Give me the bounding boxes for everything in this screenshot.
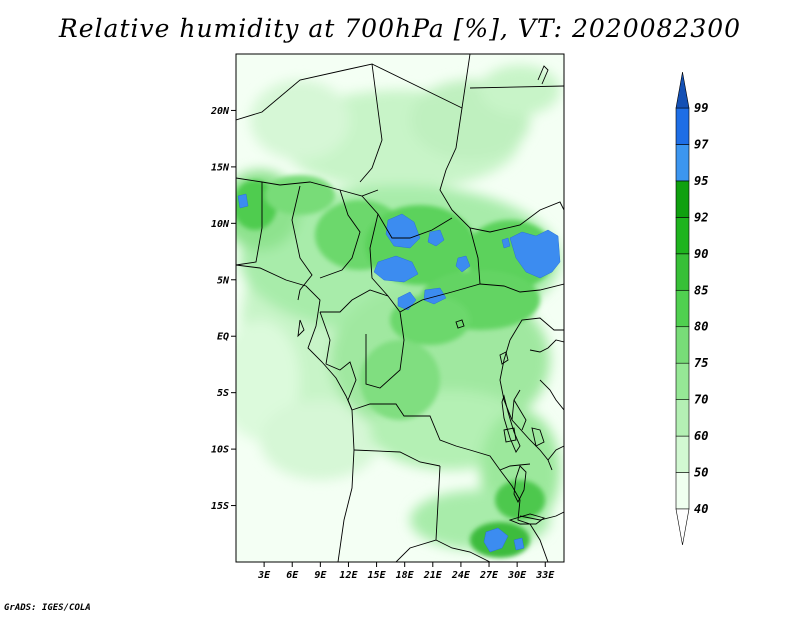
lat-tick-label: 15N <box>211 162 230 173</box>
colorbar-level-label: 95 <box>694 174 708 188</box>
latitude-axis: 20N 15N 10N 5N EQ 5S 10S 15S <box>210 106 236 512</box>
colorbar-level-label: 90 <box>694 247 708 261</box>
lat-tick-label: 5N <box>217 275 230 286</box>
coastline-and-lakes <box>236 65 564 525</box>
colorbar-level-label: 80 <box>694 320 708 334</box>
lat-tick-label: 5S <box>217 388 229 399</box>
colorbar-segment <box>675 144 690 182</box>
grads-credit: GrADS: IGES/COLA <box>4 603 91 613</box>
lon-tick-label: 27E <box>479 570 499 581</box>
colorbar-segment <box>675 289 690 328</box>
humidity-blue-patches <box>237 193 561 553</box>
colorbar-level-label: 75 <box>694 356 708 370</box>
colorbar-segment <box>675 472 690 510</box>
humidity-field <box>236 54 564 562</box>
lon-tick-label: 21E <box>423 570 443 581</box>
lat-tick-label: 20N <box>210 106 230 117</box>
lon-tick-label: 6E <box>286 570 299 581</box>
lon-tick-label: 15E <box>368 570 387 581</box>
colorbar-level-label: 60 <box>694 429 708 443</box>
lon-tick-label: 18E <box>396 570 415 581</box>
lon-tick-label: 30E <box>507 570 527 581</box>
lon-tick-label: 33E <box>535 570 555 581</box>
colorbar-segment <box>675 253 690 291</box>
colorbar-segment <box>675 326 690 364</box>
colorbar-segment <box>675 107 690 145</box>
lon-tick-label: 3E <box>257 570 271 581</box>
colorbar-level-label: 85 <box>694 283 708 297</box>
colorbar: 40 50 60 70 75 80 85 90 92 95 97 99 <box>675 71 709 546</box>
chart-title: Relative humidity at 700hPa [%], VT: 202… <box>58 14 742 43</box>
colorbar-segment <box>675 362 690 400</box>
country-borders <box>236 54 564 562</box>
colorbar-segment <box>675 435 690 473</box>
colorbar-segment <box>675 180 690 218</box>
lon-tick-label: 24E <box>451 570 471 581</box>
colorbar-bottom-arrow <box>675 508 690 546</box>
lat-tick-label: 15S <box>211 501 229 512</box>
longitude-axis: 3E 6E 9E 12E 15E 18E 21E 24E 27E 30E 33E <box>257 562 555 581</box>
lat-tick-label: 10S <box>211 445 229 456</box>
colorbar-segment <box>675 399 690 437</box>
lon-tick-label: 9E <box>314 570 327 581</box>
lat-tick-label: 10N <box>211 219 230 230</box>
colorbar-level-label: 99 <box>694 101 708 115</box>
colorbar-level-label: 97 <box>694 137 709 151</box>
map-frame <box>235 53 565 563</box>
colorbar-level-label: 40 <box>694 502 708 516</box>
colorbar-segment <box>675 217 690 255</box>
colorbar-level-label: 50 <box>694 466 708 480</box>
lat-tick-label: EQ <box>217 332 229 343</box>
colorbar-top-arrow <box>675 71 690 109</box>
colorbar-level-label: 92 <box>694 210 708 224</box>
colorbar-level-label: 70 <box>694 393 708 407</box>
lon-tick-label: 12E <box>339 570 358 581</box>
